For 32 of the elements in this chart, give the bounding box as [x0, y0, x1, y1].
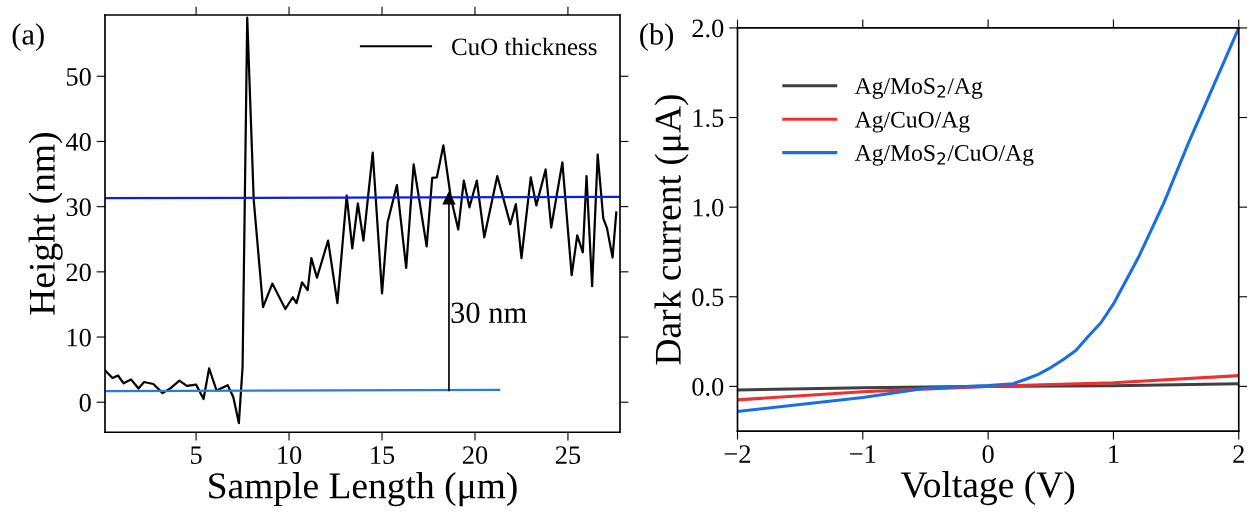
y-tick-label: 1.0 — [693, 198, 724, 217]
y-axis-title: Height (nm) — [28, 133, 63, 315]
x-tick-label: 2 — [1233, 445, 1244, 463]
x-axis-title: Sample Length (μm) — [209, 472, 517, 507]
y-axis-title: Dark current (μA) — [654, 95, 689, 365]
y-tick-label: 0.0 — [692, 377, 724, 396]
x-tick-label: −2 — [724, 445, 751, 463]
x-axis-title: Voltage (V) — [900, 471, 1075, 506]
x-tick-label: 0 — [982, 445, 994, 463]
legend-label: CuO thickness — [452, 37, 597, 56]
x-tick-label: 1 — [1109, 445, 1119, 463]
x-tick-label: 20 — [462, 446, 488, 464]
y-tick-label: 50 — [66, 67, 91, 86]
text: (a) — [12, 23, 44, 51]
legend-label: Ag/MoS$_{2}$/CuO/Ag — [854, 145, 1034, 166]
y-tick-label: 2.0 — [692, 19, 724, 38]
y-tick-label: 10 — [67, 328, 91, 347]
x-tick-label: 15 — [371, 446, 395, 464]
legend-label: Ag/CuO/Ag — [854, 111, 970, 133]
y-tick-label: 30 — [66, 198, 91, 217]
text: (b) — [640, 23, 674, 51]
x-tick-label: −1 — [850, 445, 876, 463]
y-tick-label: 1.5 — [693, 109, 724, 128]
y-tick-label: 40 — [65, 133, 91, 151]
legend-label: Ag/MoS$_{2}$/Ag — [854, 78, 983, 99]
x-tick-label: 10 — [278, 446, 302, 464]
annotation: 30 nm — [451, 302, 527, 324]
y-tick-label: 0.5 — [692, 288, 724, 307]
y-tick-label: 20 — [66, 263, 91, 282]
y-tick-label: 0 — [79, 393, 91, 412]
x-tick-label: 25 — [555, 446, 581, 464]
x-tick-label: 5 — [191, 446, 202, 464]
